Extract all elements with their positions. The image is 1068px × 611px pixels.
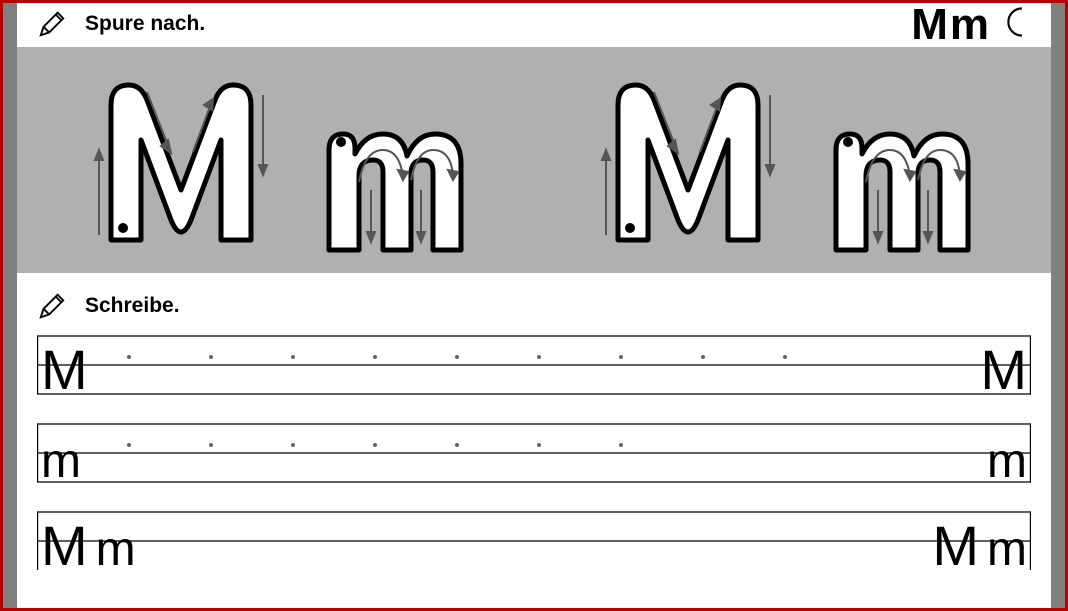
trace-header: Spure nach.: [17, 3, 1051, 47]
trace-letter-m: [818, 120, 988, 260]
guide-dot: [619, 443, 623, 447]
guide-dot: [127, 355, 131, 359]
guide-dot: [537, 355, 541, 359]
guide-dot: [209, 443, 213, 447]
trace-letter-m: [311, 120, 481, 260]
outer-frame: Mm Spure nach.: [0, 0, 1068, 611]
writing-section: Schreibe. M M: [17, 273, 1051, 571]
worksheet-page: Mm Spure nach.: [17, 3, 1051, 608]
row-content: M m M m M m: [37, 511, 1031, 571]
guide-dot: [701, 355, 705, 359]
corner-label: Mm: [911, 3, 1033, 47]
guide-dot: [127, 443, 131, 447]
guide-dots: [37, 335, 1031, 395]
guide-dot: [291, 355, 295, 359]
guide-dot: [291, 443, 295, 447]
pencil-icon: [37, 9, 67, 39]
letter-pair-1: [81, 60, 481, 260]
moon-icon: [999, 5, 1033, 39]
trace-letter-M: [81, 60, 281, 260]
guide-dot: [619, 355, 623, 359]
letter-pair-2: [588, 60, 988, 260]
corner-letters: Mm: [911, 3, 991, 47]
write-instruction: Schreibe.: [85, 294, 180, 318]
guide-dot: [373, 355, 377, 359]
sample-left: M m M m: [41, 515, 136, 571]
pencil-icon: [37, 291, 67, 321]
write-header: Schreibe.: [17, 291, 1051, 335]
guide-dot: [537, 443, 541, 447]
trace-instruction: Spure nach.: [85, 12, 205, 36]
guide-dot: [209, 355, 213, 359]
guide-dots: [37, 423, 1031, 483]
trace-letter-M: [588, 60, 788, 260]
sample-right: M m: [932, 515, 1027, 571]
writing-lines: M M m m: [17, 335, 1051, 571]
writing-row-1: M M: [37, 335, 1031, 395]
guide-dot: [455, 355, 459, 359]
guide-dot: [373, 443, 377, 447]
guide-dot: [783, 355, 787, 359]
trace-area: [17, 47, 1051, 273]
guide-dot: [455, 443, 459, 447]
writing-row-2: m m: [37, 423, 1031, 483]
writing-row-3: M m M m M m: [37, 511, 1031, 571]
